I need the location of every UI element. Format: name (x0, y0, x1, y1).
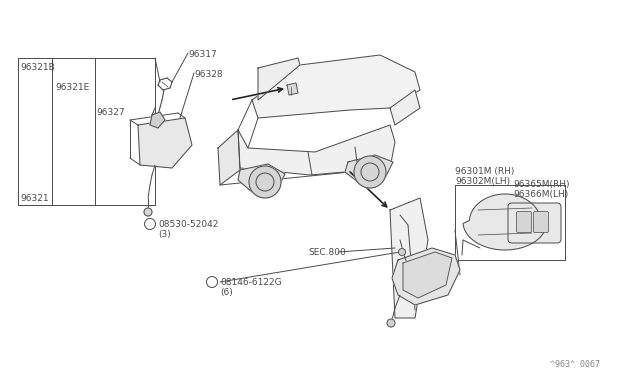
Text: 96321B: 96321B (20, 63, 55, 72)
Text: 08530-52042
(3): 08530-52042 (3) (158, 220, 218, 240)
Polygon shape (218, 130, 240, 185)
Polygon shape (463, 194, 547, 250)
Circle shape (399, 248, 406, 256)
Text: 96366M(LH): 96366M(LH) (513, 190, 568, 199)
FancyBboxPatch shape (534, 212, 548, 232)
Text: SEC.800: SEC.800 (308, 248, 346, 257)
Polygon shape (345, 155, 393, 182)
FancyBboxPatch shape (516, 212, 531, 232)
Polygon shape (138, 118, 192, 168)
Circle shape (144, 208, 152, 216)
Polygon shape (238, 125, 395, 175)
Polygon shape (238, 164, 285, 192)
Circle shape (145, 218, 156, 230)
Text: 96321E: 96321E (55, 83, 89, 92)
Text: 96365M(RH): 96365M(RH) (513, 180, 570, 189)
Polygon shape (390, 198, 428, 318)
Polygon shape (390, 90, 420, 125)
Circle shape (354, 156, 386, 188)
Text: 96321: 96321 (20, 194, 49, 203)
Text: 08146-6122G
(6): 08146-6122G (6) (220, 278, 282, 297)
Text: 96327: 96327 (96, 108, 125, 117)
Polygon shape (287, 83, 298, 95)
Circle shape (207, 276, 218, 288)
Polygon shape (252, 55, 420, 118)
Polygon shape (258, 58, 300, 100)
Circle shape (387, 319, 395, 327)
Text: 96328: 96328 (194, 70, 223, 79)
Text: ^963^ 0067: ^963^ 0067 (550, 360, 600, 369)
Circle shape (249, 166, 281, 198)
Polygon shape (403, 252, 452, 298)
Text: 96301M (RH): 96301M (RH) (455, 167, 515, 176)
Text: S: S (148, 219, 152, 228)
Polygon shape (150, 112, 165, 128)
Text: B: B (209, 278, 214, 286)
FancyBboxPatch shape (508, 203, 561, 243)
Text: 96302M(LH): 96302M(LH) (455, 177, 510, 186)
Polygon shape (392, 248, 460, 305)
Text: 96317: 96317 (188, 50, 217, 59)
